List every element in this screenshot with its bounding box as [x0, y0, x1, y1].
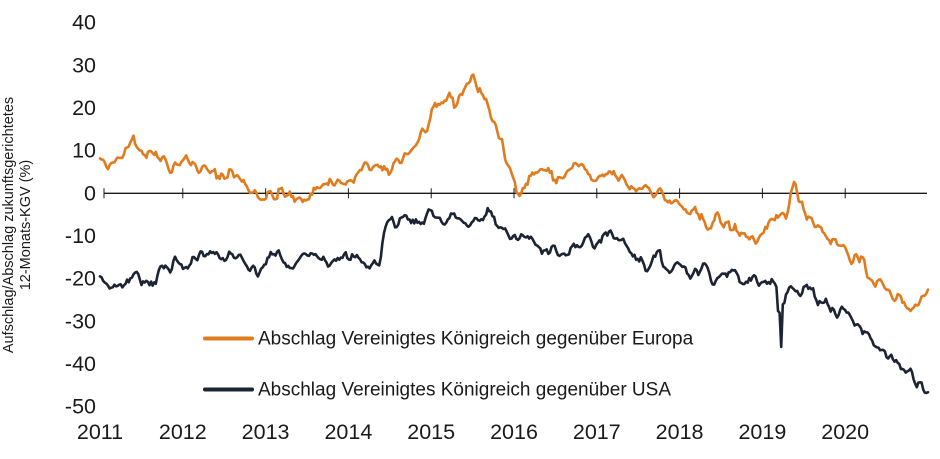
svg-text:2014: 2014 — [324, 420, 372, 444]
svg-text:2016: 2016 — [490, 420, 538, 444]
svg-text:-50: -50 — [65, 395, 96, 419]
svg-text:20: 20 — [72, 96, 96, 120]
svg-text:-10: -10 — [65, 224, 96, 248]
svg-text:2013: 2013 — [242, 420, 290, 444]
svg-text:2015: 2015 — [407, 420, 455, 444]
svg-text:2019: 2019 — [738, 420, 786, 444]
svg-text:-40: -40 — [65, 352, 96, 376]
svg-text:Abschlag Vereinigtes Königreic: Abschlag Vereinigtes Königreich gegenübe… — [258, 329, 694, 350]
svg-text:10: 10 — [72, 139, 96, 163]
svg-text:-20: -20 — [65, 267, 96, 291]
svg-text:40: 40 — [72, 11, 96, 35]
svg-text:2018: 2018 — [656, 420, 704, 444]
svg-text:2011: 2011 — [77, 420, 123, 444]
svg-text:Abschlag Vereinigtes Königreic: Abschlag Vereinigtes Königreich gegenübe… — [258, 380, 671, 401]
svg-text:0: 0 — [84, 181, 96, 205]
svg-text:-30: -30 — [65, 309, 96, 333]
svg-text:2017: 2017 — [573, 420, 621, 444]
svg-text:2012: 2012 — [159, 420, 207, 444]
svg-text:2020: 2020 — [821, 420, 869, 444]
svg-text:30: 30 — [72, 53, 96, 77]
